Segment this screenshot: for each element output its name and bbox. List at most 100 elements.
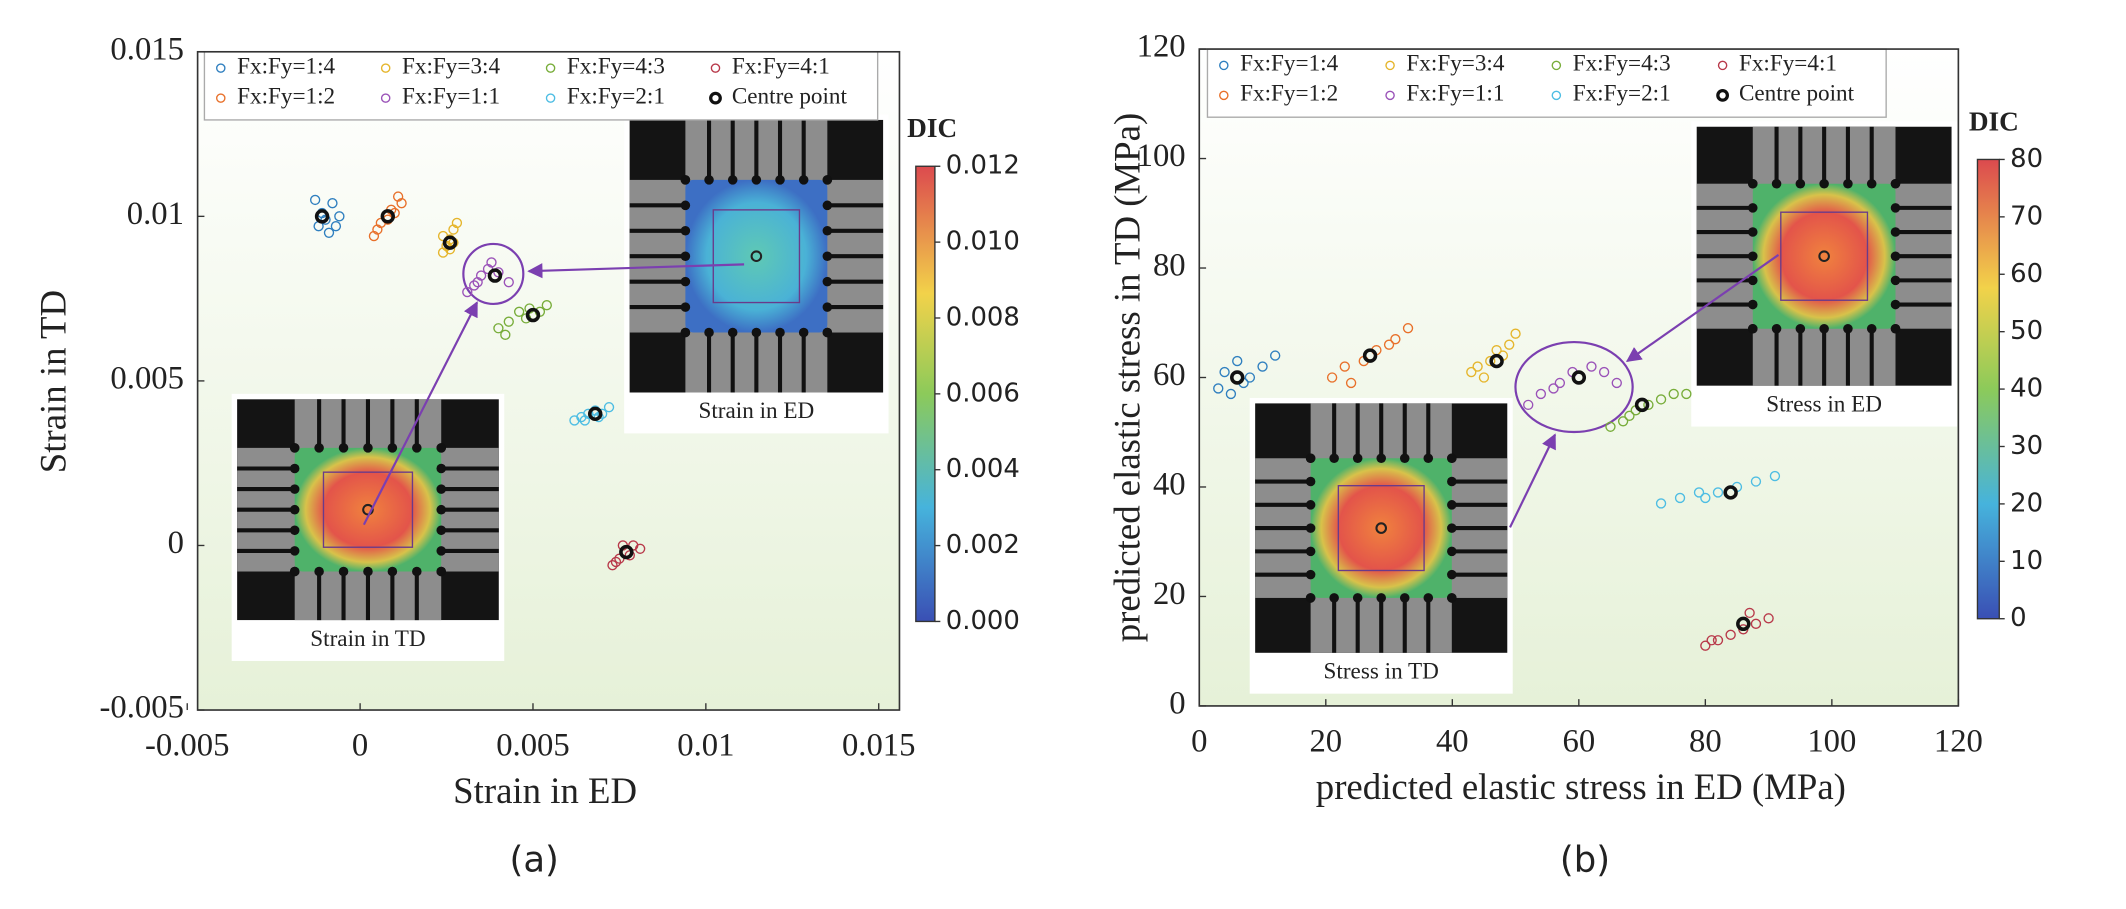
point (334, 211, 345, 222)
grip-dot (1748, 299, 1758, 310)
point (330, 221, 342, 232)
point (1326, 372, 1338, 383)
grip-dot (751, 327, 762, 338)
point (1523, 399, 1534, 411)
region-box (712, 209, 801, 304)
point (610, 556, 622, 568)
grip-dot (704, 175, 714, 185)
point (503, 316, 514, 327)
point (1504, 339, 1515, 350)
centre-point (487, 268, 503, 283)
centre-point (314, 209, 330, 224)
point (500, 329, 511, 341)
grip-dot (1447, 523, 1457, 533)
centre-point (587, 406, 603, 422)
point (469, 280, 480, 291)
point (1725, 629, 1736, 640)
colorbar-tick-label: 20 (2010, 488, 2043, 518)
grip-dot (1305, 453, 1316, 464)
plot-frame (1198, 48, 1960, 707)
point (1668, 388, 1679, 400)
colorbar-tick-label: 40 (2010, 374, 2043, 404)
grip-dot (798, 175, 809, 185)
colorbar-tick-label: 50 (2010, 316, 2043, 346)
y-axis-title: predicted elastic stress in TD (MPa) (1107, 113, 1148, 642)
point (579, 415, 591, 426)
grip-dot (387, 566, 398, 577)
grip-dot (1447, 476, 1457, 487)
y-tick-label: -0.005 (100, 690, 184, 726)
grip-dot (1447, 593, 1457, 603)
panel-label: (b) (1560, 839, 1610, 880)
grip-dot (412, 566, 422, 577)
point (486, 257, 497, 268)
point (1624, 410, 1635, 421)
grip-dot (436, 566, 446, 577)
grip-dot (436, 525, 446, 536)
legend-marker (710, 63, 721, 73)
grip-dot (680, 251, 691, 261)
legend-label: Fx:Fy=2:1 (567, 83, 665, 109)
point (1744, 607, 1755, 619)
grip-dot (1843, 178, 1853, 189)
grip-dot (1866, 323, 1877, 334)
centre-point (1736, 616, 1751, 632)
x-tick-label: 60 (1562, 724, 1595, 760)
grip-dot (1447, 546, 1457, 557)
grip-dot (412, 443, 422, 453)
legend-label: Fx:Fy=1:1 (1406, 81, 1504, 107)
grip-dot (1305, 476, 1316, 487)
arrow (1625, 253, 1780, 363)
grip-dot (1352, 453, 1363, 464)
x-tick-label: -0.005 (145, 728, 229, 764)
legend-label: Fx:Fy=4:1 (732, 53, 830, 79)
legend-marker (1219, 90, 1229, 101)
legend-label: Fx:Fy=4:1 (1739, 51, 1837, 77)
colorbar-tick-label: 0.012 (946, 151, 1020, 181)
colorbar-tick-label: 0 (2010, 603, 2026, 633)
grip-dot (1890, 275, 1901, 286)
grip-dot (1748, 227, 1758, 237)
point (1750, 476, 1762, 487)
grip-dot (1771, 178, 1782, 189)
x-tick-label: 40 (1436, 724, 1469, 760)
grip-dot (289, 566, 300, 577)
legend-marker (380, 63, 391, 73)
point (451, 217, 463, 229)
legend-marker (1716, 88, 1730, 102)
point (396, 198, 407, 209)
x-tick-label: 0.015 (842, 728, 916, 764)
inset: Stress in ED (1691, 121, 1958, 427)
grip-dot (1890, 178, 1901, 189)
centre-point (619, 544, 634, 560)
strain-field (294, 447, 442, 572)
grip-dot (289, 463, 300, 474)
grip-dot (775, 327, 785, 338)
grip-dot (289, 525, 300, 536)
x-tick-label: 0.005 (496, 728, 570, 764)
legend-marker (216, 93, 226, 103)
legend-label: Fx:Fy=1:4 (237, 53, 335, 79)
panel-label: (a) (510, 839, 559, 880)
grip-dot (751, 175, 762, 185)
colorbar-tick-label: 0.008 (946, 302, 1020, 332)
colorbar-tick-label: 70 (2010, 201, 2043, 231)
point (1750, 618, 1762, 630)
point (1712, 635, 1724, 646)
grip-dot (338, 443, 349, 453)
point (503, 276, 514, 288)
point (1383, 339, 1395, 350)
y-tick-label: 100 (1137, 138, 1186, 174)
legend-label: Fx:Fy=2:1 (1573, 81, 1671, 107)
grip-dot (1329, 593, 1339, 603)
legend-label: Fx:Fy=4:3 (1573, 51, 1671, 77)
x-tick-label: 120 (1934, 724, 1983, 760)
centre-point (1634, 397, 1650, 413)
legend-marker (709, 91, 722, 105)
grip-dot (798, 327, 809, 338)
legend-marker (380, 93, 391, 103)
y-tick-label: 0 (1169, 685, 1185, 721)
point (513, 306, 525, 317)
y-tick-label: 0.01 (127, 196, 184, 232)
legend-label: Fx:Fy=3:4 (1406, 51, 1504, 77)
